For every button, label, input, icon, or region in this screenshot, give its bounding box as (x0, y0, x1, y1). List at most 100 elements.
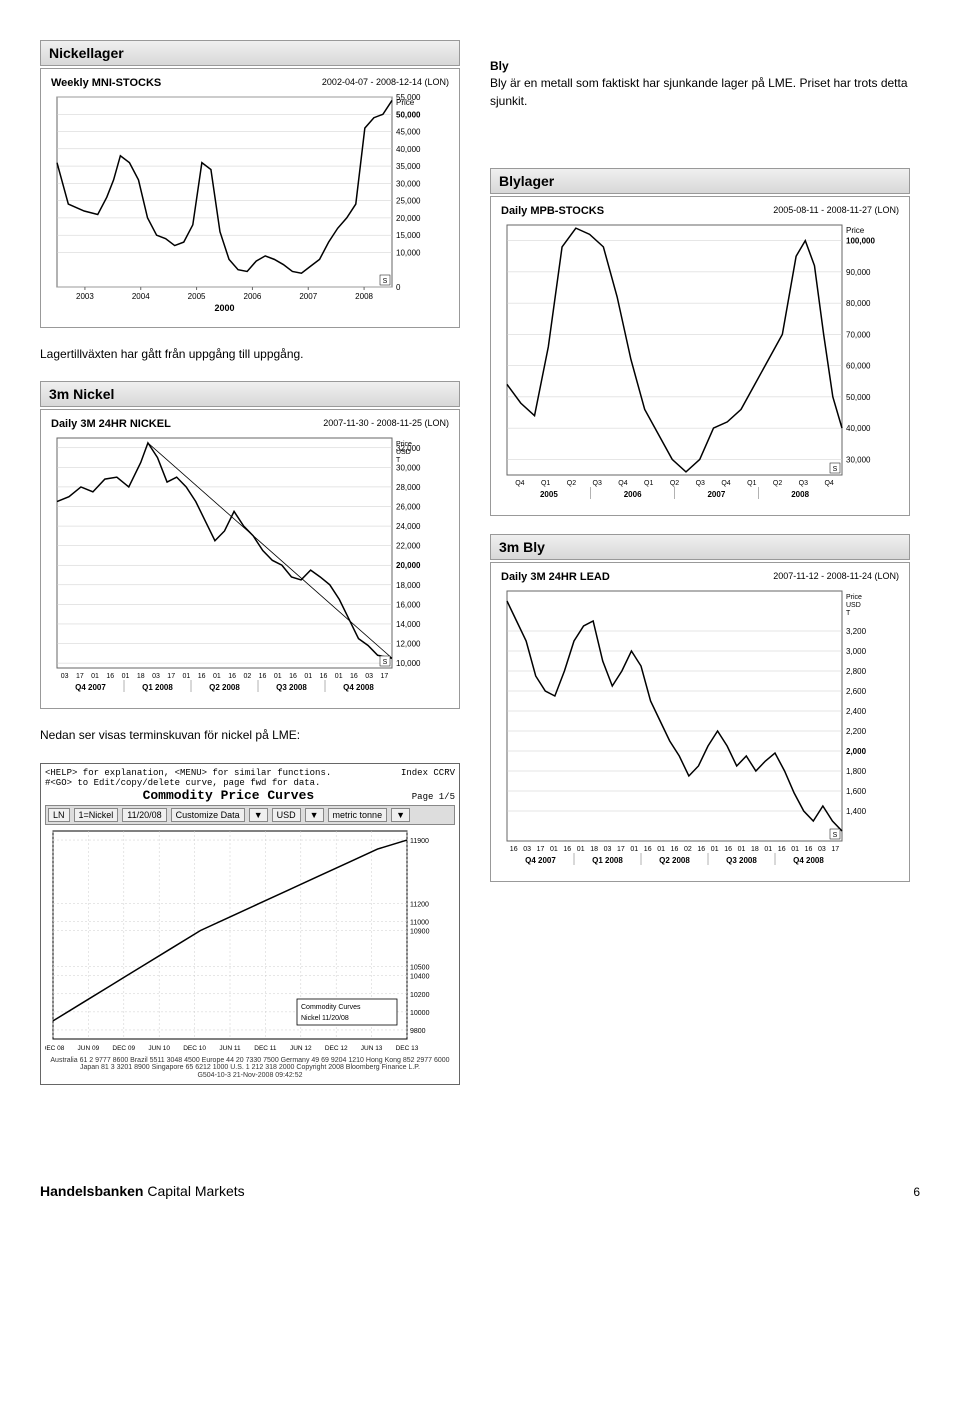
svg-text:10,000: 10,000 (396, 248, 421, 257)
svg-text:20,000: 20,000 (396, 562, 421, 571)
lager-text: Lagertillväxten har gått från uppgång ti… (40, 346, 460, 363)
svg-text:Q4: Q4 (618, 480, 627, 487)
header-nickellager: Nickellager (40, 40, 460, 66)
footer-page: 6 (913, 1185, 920, 1199)
svg-text:01: 01 (711, 846, 719, 853)
chart-3m-nickel: Daily 3M 24HR NICKEL 2007-11-30 - 2008-1… (40, 409, 460, 709)
svg-text:40,000: 40,000 (396, 145, 421, 154)
svg-text:Q4 2008: Q4 2008 (343, 683, 374, 692)
svg-text:16: 16 (106, 673, 114, 680)
chart2-title: Daily MPB-STOCKS (501, 205, 604, 217)
svg-text:16: 16 (289, 673, 297, 680)
svg-text:18: 18 (137, 673, 145, 680)
svg-text:Q2: Q2 (567, 480, 576, 487)
svg-text:Price: Price (396, 98, 415, 107)
svg-text:Q1: Q1 (541, 480, 550, 487)
svg-text:Nickel 11/20/08: Nickel 11/20/08 (301, 1015, 349, 1022)
header-3m-bly: 3m Bly (490, 534, 910, 560)
svg-text:Q3 2008: Q3 2008 (276, 683, 307, 692)
header-blylager: Blylager (490, 168, 910, 194)
svg-text:03: 03 (152, 673, 160, 680)
svg-text:Q4 2007: Q4 2007 (75, 683, 106, 692)
svg-text:17: 17 (167, 673, 175, 680)
svg-text:16: 16 (320, 673, 328, 680)
right-column: Bly Bly är en metall som faktiskt har sj… (490, 40, 910, 1103)
svg-text:Q1 2008: Q1 2008 (592, 856, 623, 865)
toolbar-item[interactable]: metric tonne (328, 808, 388, 822)
svg-text:01: 01 (550, 846, 558, 853)
toolbar-item[interactable]: 1=Nickel (74, 808, 119, 822)
svg-text:60,000: 60,000 (846, 362, 871, 371)
svg-text:Q3 2008: Q3 2008 (726, 856, 757, 865)
svg-text:2008: 2008 (355, 292, 373, 301)
toolbar-item[interactable]: Customize Data (171, 808, 245, 822)
svg-text:16: 16 (259, 673, 267, 680)
chart-3m-bly: Daily 3M 24HR LEAD 2007-11-12 - 2008-11-… (490, 562, 910, 882)
svg-text:2005: 2005 (188, 292, 206, 301)
svg-text:2006: 2006 (244, 292, 262, 301)
svg-text:16,000: 16,000 (396, 601, 421, 610)
toolbar-item[interactable]: LN (48, 808, 70, 822)
svg-text:01: 01 (577, 846, 585, 853)
svg-text:03: 03 (818, 846, 826, 853)
svg-text:15,000: 15,000 (396, 231, 421, 240)
toolbar-item[interactable]: 11/20/08 (122, 808, 166, 822)
svg-text:30,000: 30,000 (396, 464, 421, 473)
toolbar-item[interactable]: ▼ (249, 808, 268, 822)
toolbar-item[interactable]: ▼ (391, 808, 410, 822)
svg-text:Q3: Q3 (799, 480, 808, 487)
svg-text:30,000: 30,000 (846, 456, 871, 465)
svg-text:11900: 11900 (410, 838, 429, 845)
svg-text:S: S (833, 466, 838, 473)
svg-text:Q4: Q4 (515, 480, 524, 487)
svg-text:9800: 9800 (410, 1028, 426, 1035)
left-column: Nickellager Weekly MNI-STOCKS 2002-04-07… (40, 40, 460, 1103)
svg-text:Price: Price (846, 226, 865, 235)
svg-text:01: 01 (91, 673, 99, 680)
svg-text:14,000: 14,000 (396, 620, 421, 629)
svg-text:17: 17 (76, 673, 84, 680)
bly-text: Bly är en metall som faktiskt har sjunka… (490, 76, 908, 107)
svg-text:25,000: 25,000 (396, 197, 421, 206)
svg-text:40,000: 40,000 (846, 424, 871, 433)
chart1-plot: 55,00050,00045,00040,00035,00030,00025,0… (47, 91, 453, 321)
svg-text:S: S (833, 832, 838, 839)
svg-text:Q1: Q1 (747, 480, 756, 487)
svg-text:Q2: Q2 (773, 480, 782, 487)
svg-text:01: 01 (274, 673, 282, 680)
toolbar-item[interactable]: ▼ (305, 808, 324, 822)
bloomberg-index: Index CCRV (401, 768, 455, 778)
svg-text:90,000: 90,000 (846, 268, 871, 277)
chart4-meta: 2007-11-12 - 2008-11-24 (LON) (773, 571, 899, 583)
svg-text:17: 17 (380, 673, 388, 680)
svg-text:10,000: 10,000 (396, 659, 421, 668)
svg-text:JUN 13: JUN 13 (361, 1045, 383, 1052)
svg-text:2000: 2000 (214, 303, 234, 313)
svg-text:Q4: Q4 (824, 480, 833, 487)
toolbar-item[interactable]: USD (272, 808, 301, 822)
svg-text:2,000: 2,000 (846, 747, 867, 756)
chart1-meta: 2002-04-07 - 2008-12-14 (LON) (322, 77, 449, 89)
nedan-text: Nedan ser visas terminskuvan för nickel … (40, 727, 460, 744)
svg-text:JUN 10: JUN 10 (148, 1045, 170, 1052)
svg-text:80,000: 80,000 (846, 299, 871, 308)
svg-text:03: 03 (365, 673, 373, 680)
chart4-title: Daily 3M 24HR LEAD (501, 571, 610, 583)
svg-text:22,000: 22,000 (396, 542, 421, 551)
svg-text:2008: 2008 (791, 490, 809, 499)
svg-text:1,400: 1,400 (846, 807, 867, 816)
svg-text:11000: 11000 (410, 919, 429, 926)
footer-brand: Handelsbanken Capital Markets (40, 1183, 245, 1199)
svg-text:2004: 2004 (132, 292, 150, 301)
svg-text:DEC 09: DEC 09 (112, 1045, 135, 1052)
svg-text:16: 16 (563, 846, 571, 853)
svg-text:JUN 12: JUN 12 (290, 1045, 312, 1052)
svg-text:28,000: 28,000 (396, 483, 421, 492)
svg-text:18,000: 18,000 (396, 581, 421, 590)
svg-text:26,000: 26,000 (396, 503, 421, 512)
svg-text:3,200: 3,200 (846, 627, 867, 636)
svg-text:16: 16 (671, 846, 679, 853)
bloomberg-help: <HELP> for explanation, <MENU> for simil… (45, 768, 331, 788)
svg-text:Q2 2008: Q2 2008 (659, 856, 690, 865)
svg-text:18: 18 (590, 846, 598, 853)
